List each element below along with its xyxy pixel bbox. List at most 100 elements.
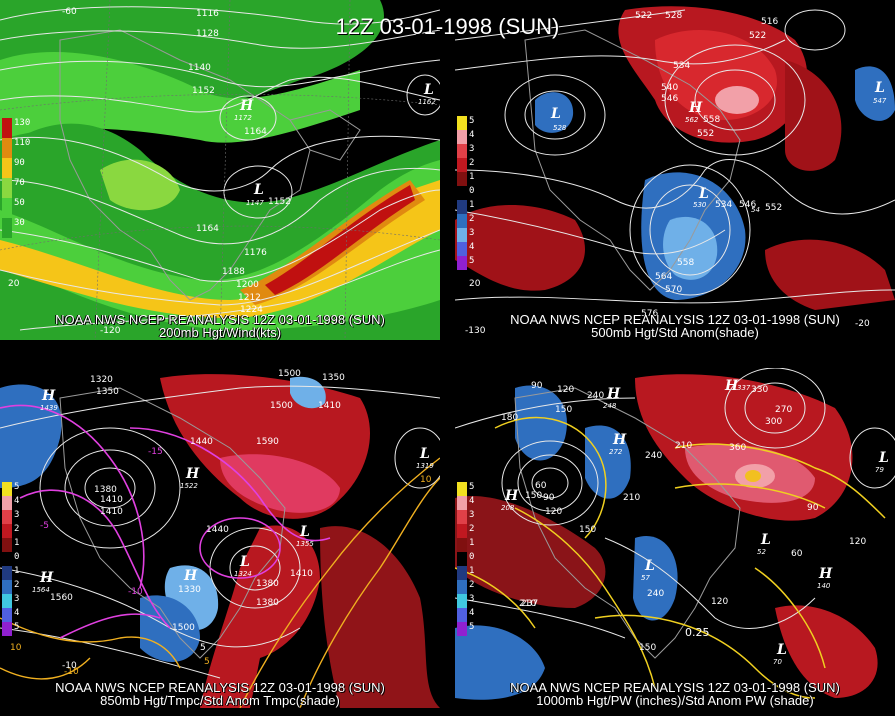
- contour-label: 534: [673, 61, 690, 71]
- contour-label: 1212: [238, 293, 261, 303]
- pw-anomaly-legend: 5 4 3 2 1 0 1 2 3 4 5: [457, 482, 474, 636]
- main-title: 12Z 03-01-1998 (SUN): [335, 14, 560, 39]
- contour-label: 270: [775, 405, 792, 415]
- high-center-label: H: [688, 100, 703, 116]
- high-center-value: 237: [521, 599, 538, 609]
- low-center-value: 530: [693, 201, 707, 209]
- anomaly-legend: 5 4 3 2 1 0 1 2 3 4 5: [457, 116, 474, 270]
- contour-label: 1500: [278, 369, 301, 379]
- low-center-label: L: [299, 524, 310, 540]
- low-center-value: 1355: [296, 540, 314, 548]
- contour-label: 1350: [96, 387, 119, 397]
- contour-label: 150: [579, 525, 596, 535]
- grid-label: -130: [465, 326, 486, 336]
- wind-map: 1116 1128 1140 1152 1164 1152 1164 1176 …: [0, 0, 440, 340]
- low-center-label: L: [550, 106, 561, 122]
- low-center-value: 547: [873, 97, 887, 105]
- low-center-label: L: [253, 182, 264, 198]
- contour-label: 546: [739, 200, 756, 210]
- contour-label: 534: [715, 200, 732, 210]
- low-center-value: 528: [553, 124, 567, 132]
- panel-caption-line1: NOAA NWS NCEP REANALYSIS 12Z 03-01-1998 …: [55, 680, 385, 695]
- contour-label: 120: [711, 597, 728, 607]
- grid-label: 20: [469, 279, 481, 289]
- high-center-label: H: [606, 386, 621, 402]
- low-center-label: L: [874, 80, 885, 96]
- contour-label: 1188: [222, 267, 245, 277]
- grid-label: -60: [62, 7, 77, 17]
- high-center-label: H: [185, 466, 200, 482]
- contour-label: 1410: [100, 507, 123, 517]
- contour-label: 570: [665, 285, 682, 295]
- high-center-label: H: [39, 570, 54, 586]
- contour-label: 522: [635, 11, 652, 21]
- contour-label: 240: [587, 391, 604, 401]
- low-center-label: L: [239, 554, 250, 570]
- contour-label: 1350: [322, 373, 345, 383]
- contour-label: 1500: [172, 623, 195, 633]
- high-center-value: 208: [501, 504, 515, 512]
- high-center-value: 1522: [180, 482, 198, 490]
- wind-legend: 130 110 90 70 50 30: [2, 118, 30, 238]
- panel-caption-line2: 200mb Hgt/Wind(kts): [158, 325, 282, 340]
- contour-label: 540: [661, 83, 678, 93]
- contour-label: 528: [665, 11, 682, 21]
- low-center-label: L: [423, 82, 434, 98]
- contour-label: 1200: [236, 280, 259, 290]
- contour-label: 210: [519, 599, 536, 609]
- contour-label: 576: [641, 309, 658, 319]
- high-center-label: H: [41, 388, 56, 404]
- panel-caption-line1: NOAA NWS NCEP REANALYSIS 12Z 03-01-1998 …: [510, 680, 840, 695]
- contour-label: 1560: [50, 593, 73, 603]
- contour-label: 1410: [318, 401, 341, 411]
- contour-label: 1116: [196, 9, 219, 19]
- low-center-label: L: [878, 450, 889, 466]
- high-center-label: H: [724, 378, 739, 394]
- panel-caption-line1: NOAA NWS NCEP REANALYSIS 12Z 03-01-1998 …: [55, 312, 385, 327]
- isotherm-label: 10: [420, 475, 432, 485]
- contour-label: 1164: [196, 224, 219, 234]
- contour-label: 90: [531, 381, 543, 391]
- anomaly-500-map: 522 528 516 522 534 540 546 558 552 534 …: [455, 0, 895, 340]
- temp-850-map: 1320 1350 1500 1350 1500 1380 1410 1440 …: [0, 368, 440, 708]
- contour-label: 1320: [90, 375, 113, 385]
- contour-label: 90: [543, 493, 555, 503]
- low-center-label: L: [776, 642, 787, 658]
- contour-label: 1500: [270, 401, 293, 411]
- low-center-value: 54: [751, 206, 760, 214]
- low-center-value: 1324: [234, 570, 252, 578]
- contour-label: 60: [791, 549, 803, 559]
- contour-label: 60: [535, 481, 547, 491]
- contour-label: 150: [639, 643, 656, 653]
- panel-caption-line2: 850mb Hgt/Tmpc/Std Anom Tmpc(shade): [100, 693, 340, 708]
- contour-label: 1590: [256, 437, 279, 447]
- contour-label: 1380: [256, 598, 279, 608]
- contour-label: 1410: [100, 495, 123, 505]
- contour-label: 1152: [268, 197, 291, 207]
- isotherm-label: 5: [204, 657, 210, 667]
- contour-label: 564: [655, 272, 672, 282]
- contour-label: 1224: [240, 305, 263, 315]
- panel-caption-line1: NOAA NWS NCEP REANALYSIS 12Z 03-01-1998 …: [510, 312, 840, 327]
- panel-caption-line2: 1000mb Hgt/PW (inches)/Std Anom PW (shad…: [536, 693, 814, 708]
- contour-label: 150: [555, 405, 572, 415]
- contour-label: 1140: [188, 63, 211, 73]
- high-center-label: H: [818, 566, 833, 582]
- contour-label: 360: [729, 443, 746, 453]
- contour-label: 1440: [206, 525, 229, 535]
- temp-anomaly-legend: 5 4 3 2 1 0 1 2 3 4 5: [2, 482, 19, 636]
- contour-label: 90: [807, 503, 819, 513]
- isotherm-label: -10: [64, 667, 79, 677]
- contour-label: 1330: [178, 585, 201, 595]
- low-center-label: L: [644, 558, 655, 574]
- contour-label: 120: [557, 385, 574, 395]
- low-center-value: 1319: [416, 462, 434, 470]
- contour-label: 180: [501, 413, 518, 423]
- high-center-value: 140: [817, 582, 831, 590]
- isotherm-label: -15: [148, 447, 163, 457]
- low-center-value: 57: [641, 574, 650, 582]
- contour-label: 1410: [290, 569, 313, 579]
- grid-label: -20: [855, 319, 870, 329]
- contour-label: 120: [849, 537, 866, 547]
- panel-1000mb-pw: 90 120 150 180 240 330 270 300 360 210 2…: [455, 368, 895, 708]
